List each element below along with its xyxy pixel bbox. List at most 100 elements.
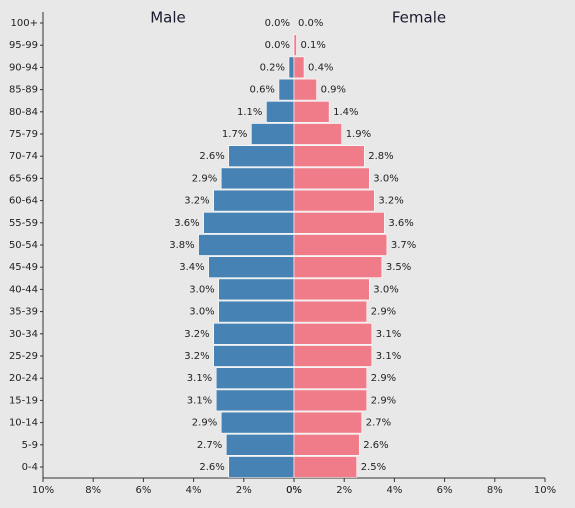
y-tick-label: 50-54 [9,240,38,251]
value-label: 2.5% [361,462,386,473]
chart-title: Female [392,9,446,27]
bar [218,278,295,301]
bar [203,212,295,234]
bar [293,433,360,456]
value-label: 1.1% [237,107,262,118]
value-label: 2.9% [371,395,396,406]
bar [293,300,368,323]
x-tick-label: 2% [236,485,252,496]
bar [288,56,295,79]
bar [293,256,383,279]
bar [213,345,295,367]
bar [293,123,342,145]
value-label: 1.4% [333,107,358,118]
bar [220,167,295,190]
bar [215,367,295,390]
value-label: 2.9% [192,418,217,429]
value-label: 0.4% [308,62,333,73]
value-label: 3.4% [179,262,204,273]
bar [251,123,295,145]
x-tick-label: 10% [32,485,54,496]
y-tick-label: 55-59 [9,218,38,229]
bar [213,322,295,345]
value-label: 3.0% [373,173,398,184]
value-label: 3.1% [376,329,401,340]
value-label: 3.7% [391,240,416,251]
value-label: 3.5% [386,262,411,273]
value-label: 3.6% [174,218,199,229]
bar [208,256,295,279]
value-label: 0.0% [265,40,290,51]
bar [293,389,368,412]
x-tick-label: 4% [386,485,402,496]
y-tick-label: 85-89 [9,85,38,96]
y-tick-label: 95-99 [9,40,38,51]
y-tick-label: 70-74 [9,151,38,162]
value-label: 3.1% [187,395,212,406]
bar [293,278,370,301]
bar [225,433,295,456]
value-label: 3.2% [378,196,403,207]
x-tick-label: 0% [286,485,302,496]
value-label: 1.7% [222,129,247,140]
value-label: 3.2% [184,329,209,340]
y-tick-label: 0-4 [22,462,38,473]
bar [228,456,295,478]
bar [293,101,330,123]
y-tick-label: 80-84 [9,107,38,118]
value-label: 3.8% [169,240,194,251]
value-label: 3.6% [388,218,413,229]
y-tick-label: 25-29 [9,351,38,362]
value-label: 3.1% [376,351,401,362]
bar [220,411,295,434]
value-label: 2.6% [363,440,388,451]
y-tick-label: 65-69 [9,173,38,184]
value-label: 2.7% [366,418,391,429]
y-tick-label: 40-44 [9,284,38,295]
bar [293,78,317,101]
y-tick-label: 90-94 [9,62,38,73]
value-label: 0.9% [321,85,346,96]
bar [228,145,295,167]
x-tick-label: 8% [487,485,503,496]
chart-title: Male [150,9,186,27]
bar [293,34,297,57]
x-tick-label: 8% [85,485,101,496]
value-label: 0.6% [250,85,275,96]
value-label: 0.1% [301,40,326,51]
bar [266,101,295,123]
value-label: 2.6% [199,462,224,473]
value-label: 0.0% [265,18,290,29]
x-tick-label: 6% [437,485,453,496]
bar [198,234,295,256]
bar [218,300,295,323]
bar [293,234,388,256]
value-label: 3.0% [189,307,214,318]
x-tick-label: 2% [336,485,352,496]
y-tick-label: 5-9 [22,440,38,451]
bar [293,189,375,212]
bar [293,411,363,434]
bar [293,456,358,478]
value-label: 3.2% [184,196,209,207]
y-tick-label: 30-34 [9,329,38,340]
bar [293,345,373,367]
x-tick-label: 0% [286,485,302,496]
y-tick-label: 35-39 [9,307,38,318]
x-tick-label: 10% [534,485,556,496]
y-tick-label: 45-49 [9,262,38,273]
x-tick-label: 4% [186,485,202,496]
y-tick-label: 10-14 [9,418,38,429]
y-tick-label: 75-79 [9,129,38,140]
value-label: 2.8% [368,151,393,162]
bar [293,322,373,345]
value-label: 3.1% [187,373,212,384]
value-label: 2.7% [197,440,222,451]
y-tick-label: 60-64 [9,196,38,207]
bar [293,167,370,190]
bar [293,145,365,167]
value-label: 2.9% [192,173,217,184]
value-label: 2.9% [371,373,396,384]
value-label: 3.0% [373,284,398,295]
